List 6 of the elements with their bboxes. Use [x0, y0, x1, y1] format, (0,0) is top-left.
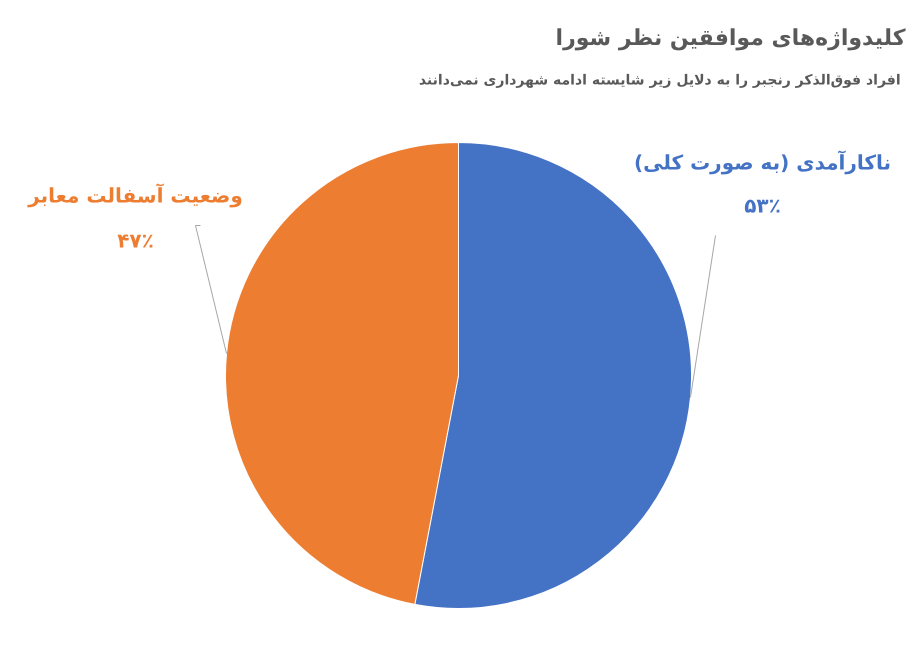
chart-subtitle: افراد فوق‌الذکر رنجبر را به دلایل زیر شایسته ادامه شهرداری نمی‌دانند: [418, 72, 901, 88]
slice-label: وضعیت آسفالت معابر: [27, 182, 243, 208]
data-label: ۵۳٪: [744, 194, 781, 218]
data-label: ۴۷٪: [117, 228, 154, 252]
slice-label: ناکارآمدی (به صورت کلی): [634, 150, 892, 174]
chart-title: کلیدواژه‌های موافقین نظر شورا: [556, 26, 906, 51]
